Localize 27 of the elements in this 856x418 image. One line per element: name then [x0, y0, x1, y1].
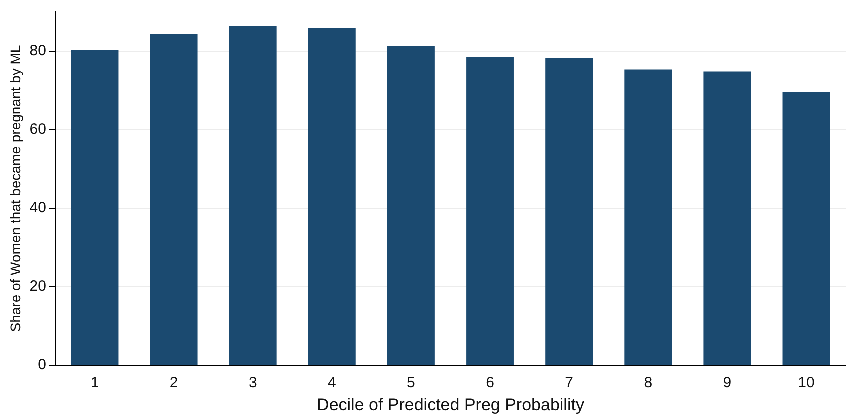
x-tick-label: 1 — [90, 374, 100, 392]
y-tick-label: 80 — [30, 42, 46, 60]
y-tick-label: 20 — [30, 278, 46, 296]
bar — [704, 72, 752, 366]
x-tick-label: 8 — [644, 374, 653, 392]
bar — [150, 34, 198, 366]
bar — [71, 50, 119, 366]
x-tick-label: 6 — [486, 374, 494, 392]
x-tick-label: 4 — [328, 374, 336, 392]
y-tick-label: 60 — [30, 121, 46, 138]
x-tick-label: 10 — [798, 374, 815, 392]
x-axis-title: Decile of Predicted Preg Probability — [317, 395, 585, 414]
bar — [782, 92, 830, 366]
y-axis-title: Share of Women that became pregnant by ML — [7, 45, 24, 332]
bar — [308, 28, 356, 366]
x-tick-label: 5 — [407, 374, 416, 392]
x-tick-label: 2 — [170, 374, 178, 392]
bar — [624, 70, 672, 366]
y-tick-label: 40 — [30, 200, 46, 217]
bar — [546, 58, 594, 366]
bar — [466, 57, 514, 366]
bar — [229, 26, 277, 366]
x-tick-label: 9 — [723, 374, 732, 392]
x-tick-label: 7 — [565, 374, 574, 392]
bar — [388, 46, 435, 366]
y-tick-label: 0 — [38, 356, 46, 374]
x-tick-label: 3 — [248, 374, 258, 392]
